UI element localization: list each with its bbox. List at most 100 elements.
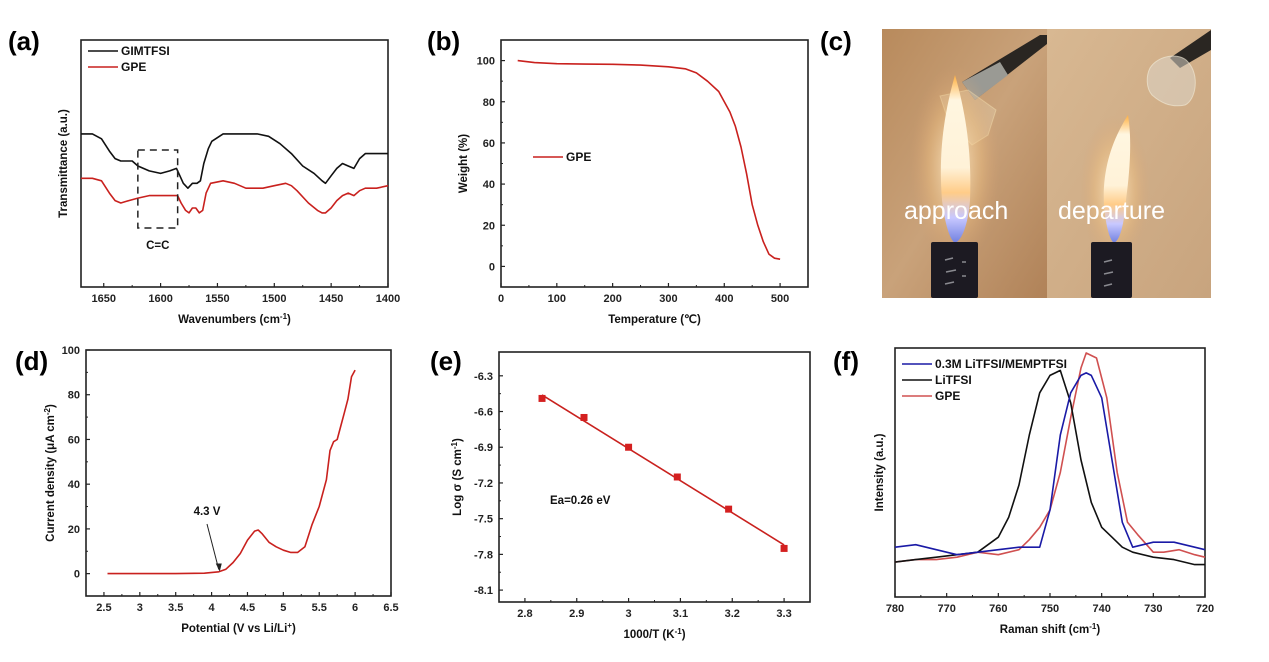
x-axis-label: Wavenumbers (cm-1)	[178, 312, 291, 327]
plot-frame	[500, 39, 809, 288]
chart-e-arrhenius: 2.8 2.9 3 3.1 3.2 3.3 -6.3 -6.6 -6.9 -7.2 -7.5 -7.8…	[450, 351, 811, 641]
y-tick-label: 80	[68, 390, 80, 402]
panel-label-a: (a)	[8, 26, 40, 56]
legend-gpe-label: GPE	[935, 389, 960, 403]
x-tick-label: 720	[1196, 603, 1214, 615]
x-tick-label: 2.5	[96, 602, 111, 614]
y-tick-label: -7.8	[474, 549, 493, 561]
x-tick-label: 3.1	[673, 608, 688, 620]
x-tick-label: 2.9	[569, 608, 584, 620]
series-line-gpe	[81, 177, 389, 214]
legend-gpe-label: GPE	[566, 150, 591, 164]
x-tick-label: 780	[886, 603, 904, 615]
legend-gimtfsi-label: GIMTFSI	[121, 44, 170, 58]
cc-annotation: C=C	[146, 240, 169, 252]
y-axis-label: Current density (μA cm-2)	[43, 404, 58, 542]
voltage-annotation: 4.3 V	[194, 506, 221, 518]
x-axis-label: Potential (V vs Li/Li+)	[181, 621, 296, 636]
arrow-head-icon	[215, 563, 222, 572]
x-tick-label: 1650	[91, 293, 115, 305]
y-tick-label: -8.1	[474, 585, 493, 597]
x-tick-label: 3.3	[776, 608, 791, 620]
annotation-arrow-line	[206, 523, 220, 570]
x-tick-label: 5	[280, 602, 286, 614]
x-tick-label: 6.5	[383, 602, 398, 614]
gpe-sample-right	[1146, 55, 1196, 107]
y-tick-label: -6.3	[474, 371, 493, 383]
photo-caption-approach: approach	[904, 197, 1008, 225]
y-tick-label: 40	[68, 479, 80, 491]
x-tick-label: 300	[659, 293, 677, 305]
x-tick-label: 4.5	[240, 602, 255, 614]
x-tick-label: 760	[989, 603, 1007, 615]
y-tick-label: 80	[483, 97, 495, 109]
x-tick-label: 740	[1092, 603, 1110, 615]
flame-right-icon	[1103, 115, 1131, 243]
y-tick-label: 60	[483, 138, 495, 150]
x-tick-label: 500	[771, 293, 789, 305]
data-point	[673, 473, 681, 481]
x-tick-label: 1450	[319, 293, 343, 305]
series-line-gpe	[107, 369, 356, 575]
x-tick-label: 1600	[148, 293, 172, 305]
x-tick-label: 1400	[376, 293, 400, 305]
y-axis-label: Transmittance (a.u.)	[58, 109, 70, 218]
chart-f-raman: 780 770 760 750 740 730 720 Raman shift (cm-1) I…	[874, 347, 1214, 637]
x-axis-label: Temperature (℃)	[608, 313, 701, 326]
data-point	[580, 413, 588, 421]
x-tick-label: 770	[937, 603, 955, 615]
y-tick-label: 0	[489, 261, 495, 273]
x-tick-label: 1550	[205, 293, 229, 305]
y-axis-label: Weight (%)	[458, 134, 470, 193]
x-tick-label: 3	[626, 608, 632, 620]
x-tick-label: 3.5	[168, 602, 183, 614]
legend-litfsi-label: LiTFSI	[935, 373, 972, 387]
y-tick-label: 100	[477, 56, 495, 68]
flame-test-photo: approach departure	[882, 29, 1211, 298]
chart-a-ftir: 1650 1600 1550 1500 1450 1400 Wavenumbers (cm-…	[58, 39, 400, 327]
x-axis-label: Raman shift (cm-1)	[1000, 622, 1101, 637]
plot-frame	[498, 351, 811, 603]
linear-fit-line	[541, 394, 785, 546]
series-line-gpe	[517, 59, 781, 260]
y-tick-label: 100	[62, 345, 80, 357]
x-tick-label: 200	[603, 293, 621, 305]
data-point	[780, 544, 788, 552]
chart-b-tga: 0 100 200 300 400 500 0 20 40 60 80 100 Temperature …	[458, 39, 809, 326]
series-line-0-3m-litfsi-memptfsi	[894, 372, 1206, 556]
x-tick-label: 6	[352, 602, 358, 614]
y-tick-label: -7.2	[474, 478, 493, 490]
x-tick-label: 1500	[262, 293, 286, 305]
y-tick-label: 0	[74, 569, 80, 581]
panel-label-c: (c)	[820, 26, 852, 56]
data-point	[538, 394, 546, 402]
y-tick-label: -7.5	[474, 514, 493, 526]
plot-frame	[85, 349, 392, 597]
photo-caption-departure: departure	[1058, 197, 1165, 225]
y-tick-label: 40	[483, 179, 495, 191]
cc-highlight-box	[137, 149, 179, 229]
x-tick-label: 4	[209, 602, 216, 614]
x-tick-label: 730	[1144, 603, 1162, 615]
legend-gpe-label: GPE	[121, 60, 146, 74]
burner-right-icon	[1091, 242, 1132, 298]
x-tick-label: 5.5	[312, 602, 327, 614]
series-line-gimtfsi	[81, 133, 388, 189]
flame-left-icon	[940, 75, 971, 243]
legend-litfsi-memptfsi-label: 0.3M LiTFSI/MEMPTFSI	[935, 357, 1067, 371]
data-point	[625, 443, 633, 451]
panel-label-e: (e)	[430, 346, 462, 376]
panel-label-f: (f)	[833, 346, 859, 376]
y-tick-label: -6.6	[474, 407, 493, 419]
panel-label-b: (b)	[427, 26, 460, 56]
y-axis-label: Intensity (a.u.)	[874, 433, 886, 511]
activation-energy-annotation: Ea=0.26 eV	[550, 495, 611, 507]
plot-frame	[80, 39, 389, 288]
y-tick-label: 20	[483, 220, 495, 232]
x-tick-label: 3	[137, 602, 143, 614]
y-axis-label: Log σ (S cm-1)	[450, 438, 465, 516]
x-tick-label: 750	[1041, 603, 1059, 615]
x-tick-label: 100	[548, 293, 566, 305]
x-tick-label: 0	[498, 293, 504, 305]
